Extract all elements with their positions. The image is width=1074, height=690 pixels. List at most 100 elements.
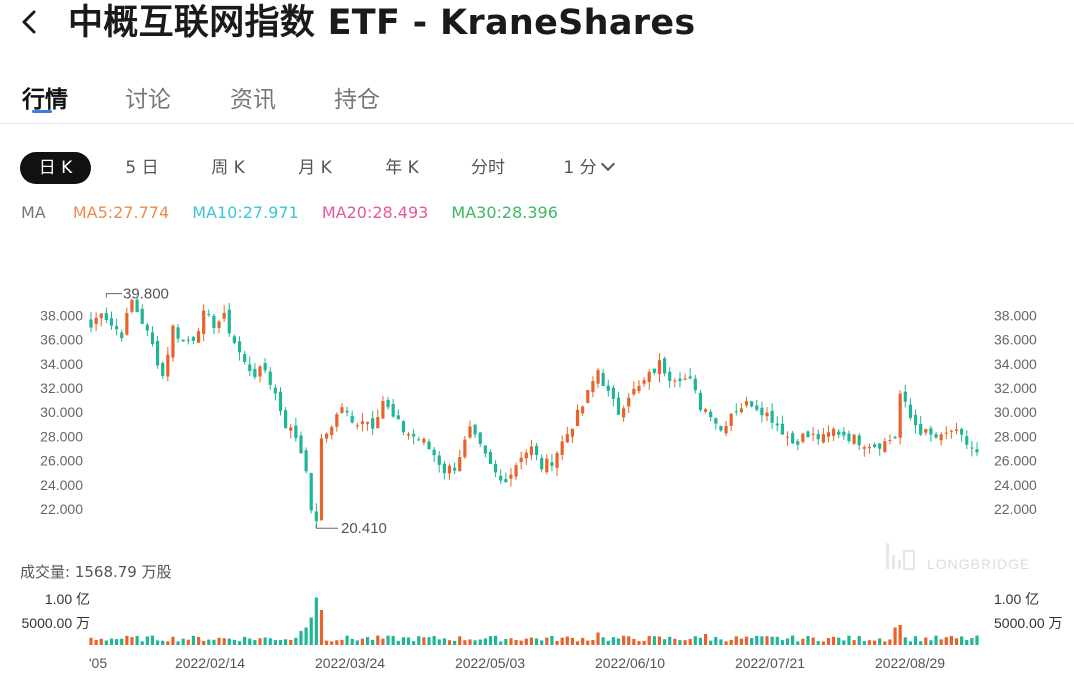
volume-bar (765, 636, 769, 645)
candle-body (555, 453, 559, 468)
candle-body (376, 417, 380, 429)
candle-body (647, 371, 651, 383)
candle-body (565, 434, 569, 443)
candle-body (253, 368, 257, 378)
volume-bar (391, 636, 395, 645)
volume-bar (903, 637, 907, 645)
y-tick-label-left: 28.000 (40, 428, 83, 444)
candle-body (965, 436, 969, 445)
x-tick-label: 2022/02/14 (175, 655, 245, 671)
volume-bar (913, 636, 918, 645)
volume-bar (258, 638, 262, 645)
volume-bar (284, 639, 288, 645)
volume-bar (857, 636, 861, 645)
candle-body (468, 426, 472, 438)
volume-bar (145, 636, 149, 645)
period-1-minute[interactable]: 1 分 (548, 152, 628, 184)
volume-bar (565, 636, 569, 645)
ma-label: MA (21, 203, 46, 222)
volume-bar (622, 635, 626, 645)
volume-bar (253, 640, 257, 645)
candle-body (355, 425, 359, 427)
candle-body (324, 433, 329, 439)
candle-body (396, 415, 400, 420)
tab-discussion[interactable]: 讨论 (125, 87, 171, 113)
candle-body (115, 326, 119, 330)
volume-bar (796, 641, 800, 645)
candle-body (478, 432, 482, 444)
candle-body (637, 385, 641, 392)
candle-body (842, 431, 846, 436)
candle-body (652, 368, 656, 373)
tab-news[interactable]: 资讯 (230, 87, 276, 113)
volume-bar (908, 641, 913, 645)
volume-bar (888, 639, 892, 645)
volume-bar (534, 638, 539, 645)
volume-bar (698, 637, 703, 645)
candle-body (714, 418, 718, 424)
volume-bar (642, 640, 646, 645)
candle-body (237, 341, 242, 353)
volume-bar (340, 639, 344, 645)
volume-bar (135, 635, 139, 645)
period-5-day[interactable]: 5 日 (125, 158, 159, 178)
volume-bar (509, 638, 513, 645)
volume-label: 成交量: 1568.79 万股 (20, 563, 172, 581)
volume-bar (570, 637, 575, 645)
volume-bar (524, 638, 528, 645)
volume-bar (125, 635, 129, 645)
candle-body (673, 380, 677, 382)
x-tick-label: 2022/03/24 (315, 655, 385, 671)
candle-body (289, 427, 293, 431)
volume-bar (647, 635, 651, 645)
period-intraday[interactable]: 分时 (471, 158, 505, 178)
y-tick-label-left: 30.000 (40, 404, 83, 420)
candle-body (760, 407, 764, 416)
volume-bar (550, 635, 554, 645)
volume-bar (954, 638, 959, 645)
period-daily-k[interactable]: 日 K (20, 152, 91, 184)
tab-holdings[interactable]: 持仓 (334, 87, 380, 113)
volume-bar (468, 639, 472, 645)
period-weekly-k[interactable]: 周 K (211, 158, 245, 178)
candle-body (734, 411, 738, 413)
candle-body (970, 447, 974, 449)
volume-bar (381, 638, 385, 645)
candle-body (207, 314, 211, 316)
volume-bar (99, 638, 103, 645)
volume-bar (668, 636, 672, 645)
candle-body (893, 437, 897, 439)
candle-body (381, 401, 385, 419)
period-monthly-k[interactable]: 月 K (298, 158, 332, 178)
candle-body (775, 423, 779, 426)
candle-body (698, 392, 703, 411)
candle-body (243, 353, 247, 362)
volume-bar (227, 638, 231, 645)
candle-body (919, 423, 923, 435)
chevron-left-icon[interactable] (16, 6, 42, 38)
watermark-text: LONGBRIDGE (927, 556, 1030, 572)
tab-quotes[interactable]: 行情 (22, 87, 68, 113)
volume-bar (929, 640, 933, 645)
period-yearly-k[interactable]: 年 K (385, 158, 419, 178)
volume-bar (744, 636, 749, 645)
volume-bar (949, 636, 953, 645)
divider (0, 123, 1074, 124)
candle-body (227, 309, 231, 334)
volume-bar (447, 640, 452, 645)
candle-body (611, 387, 615, 399)
candle-body (837, 431, 841, 435)
candle-body (688, 376, 692, 379)
x-tick-label: 2022/06/10 (595, 655, 665, 671)
candle-body (140, 308, 144, 324)
volume-tick-left: 1.00 亿 (45, 591, 90, 607)
volume-bar (852, 640, 856, 645)
volume-bar (652, 636, 656, 645)
volume-bar (944, 637, 948, 645)
candle-body (499, 475, 503, 481)
candle-body (872, 444, 877, 448)
volume-bar (832, 636, 836, 645)
volume-bar (376, 635, 380, 645)
ma-legend: MA MA5:27.774 MA10:27.971 MA20:28.493 MA… (21, 203, 576, 222)
